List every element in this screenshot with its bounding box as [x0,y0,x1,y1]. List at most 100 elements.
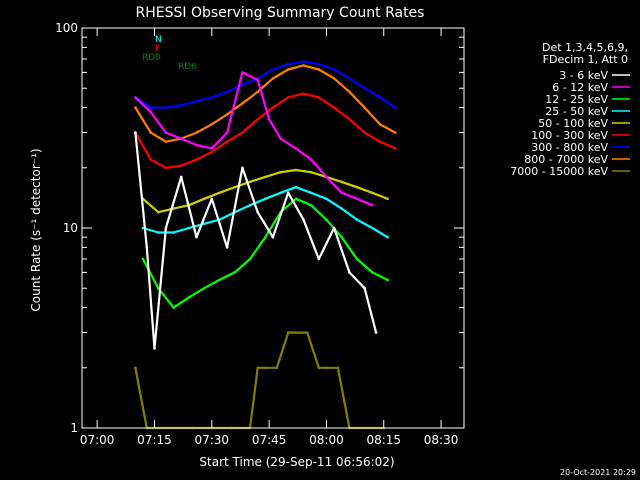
data-point-100-300-kev-kev [286,96,290,99]
data-point-100-300-kev-kev [225,140,229,143]
data-point-300-800-kev-kev [210,96,214,99]
legend-header-line-1: Det 1,3,4,5,6,9, [542,41,628,54]
x-tick-label: 08:00 [309,433,344,447]
data-point-7000-15000-kev-kev [294,331,298,334]
series-line-800-7000-kev-kev [134,64,396,143]
data-point-50-100-kev-kev [202,197,206,201]
legend-label-12-25-kev-kev: 12 - 25 keV [545,93,608,106]
data-point-25-50-kev-kev [386,235,389,239]
data-point-12-25-kev-kev [264,235,267,239]
data-point-100-300-kev-kev [195,158,198,161]
data-point-6-12-kev-kev [279,137,282,140]
data-point-300-800-kev-kev [378,96,382,99]
data-point-12-25-kev-kev [172,306,175,309]
data-point-6-12-kev-kev [294,147,298,150]
data-point-100-300-kev-kev [241,131,244,134]
data-point-100-300-kev-kev [332,106,336,109]
legend: Det 1,3,4,5,6,9, FDecim 1, Att 0 3 - 6 k… [510,41,630,178]
data-point-6-12-kev-kev [355,197,359,201]
data-point-100-300-kev-kev [363,131,366,134]
data-point-3-6-kev-kev [256,210,260,214]
data-point-3-6-kev-kev [241,166,244,170]
data-point-100-300-kev-kev [271,106,275,109]
y-tick-label: 100 [55,21,78,35]
data-point-300-800-kev-kev [393,106,397,109]
data-point-300-800-kev-kev [225,90,229,94]
data-point-7000-15000-kev-kev [306,331,309,334]
data-point-12-25-kev-kev [187,296,191,299]
data-point-3-6-kev-kev [332,226,336,230]
data-point-800-7000-kev-kev [195,131,198,134]
data-point-50-100-kev-kev [340,180,344,184]
data-point-7000-15000-kev-kev [264,366,267,370]
data-point-50-100-kev-kev [294,168,298,172]
data-point-25-50-kev-kev [202,222,206,226]
data-point-800-7000-kev-kev [393,131,397,134]
generation-timestamp: 20-Oct-2021 20:29 [560,468,636,477]
data-point-25-50-kev-kev [340,207,344,210]
data-point-300-800-kev-kev [348,77,351,80]
data-point-800-7000-kev-kev [241,102,244,105]
data-point-3-6-kev-kev [363,286,366,290]
x-tick-label: 08:30 [424,433,459,447]
data-point-6-12-kev-kev [340,191,344,195]
data-point-3-6-kev-kev [145,246,149,249]
legend-header-line-2: FDecim 1, Att 0 [543,53,628,66]
data-point-50-100-kev-kev [264,175,267,179]
data-point-6-12-kev-kev [309,158,313,161]
data-point-800-7000-kev-kev [149,131,152,134]
data-point-25-50-kev-kev [325,197,328,201]
data-point-300-800-kev-kev [149,106,152,109]
series-line-300-800-kev-kev [134,60,396,109]
data-point-800-7000-kev-kev [378,123,382,126]
data-point-800-7000-kev-kev [363,106,366,109]
data-point-800-7000-kev-kev [134,106,137,109]
data-point-50-100-kev-kev [355,185,359,189]
data-point-7000-15000-kev-kev [256,366,260,370]
data-point-100-300-kev-kev [302,92,305,95]
data-point-12-25-kev-kev [340,235,344,239]
data-point-12-25-kev-kev [325,218,328,221]
data-point-300-800-kev-kev [164,106,168,109]
data-point-800-7000-kev-kev [348,90,351,94]
data-point-300-800-kev-kev [363,86,366,90]
data-point-50-100-kev-kev [279,170,282,174]
data-point-25-50-kev-kev [294,185,298,189]
data-point-3-6-kev-kev [179,175,183,179]
data-point-300-800-kev-kev [332,68,336,71]
data-point-100-300-kev-kev [348,117,351,121]
data-point-300-800-kev-kev [195,100,198,103]
data-point-800-7000-kev-kev [332,77,336,80]
data-point-50-100-kev-kev [309,170,313,174]
data-point-6-12-kev-kev [371,203,374,207]
chart-title: RHESSI Observing Summary Count Rates [136,5,425,21]
data-point-25-50-kev-kev [264,197,267,201]
data-point-12-25-kev-kev [355,257,359,261]
axes: 07:00 07:15 07:30 07:45 08:00 08:15 08:30 1 10 10… [55,21,465,447]
data-point-12-25-kev-kev [233,271,236,274]
data-point-100-300-kev-kev [378,140,382,143]
x-tick-label: 08:15 [366,433,401,447]
data-point-6-12-kev-kev [210,147,214,150]
data-point-50-100-kev-kev [157,210,160,214]
flag-label-rd0: RD0 [142,53,161,63]
data-point-800-7000-kev-kev [317,68,321,71]
legend-label-800-7000-kev-kev: 800 - 7000 keV [524,153,608,166]
data-point-3-6-kev-kev [210,197,214,201]
legend-label-25-50-kev-kev: 25 - 50 keV [545,105,608,118]
data-point-7000-15000-kev-kev [317,366,321,370]
data-point-100-300-kev-kev [317,96,321,99]
legend-label-50-100-kev-kev: 50 - 100 keV [538,117,608,130]
data-point-6-12-kev-kev [195,143,198,147]
data-point-12-25-kev-kev [309,203,313,207]
data-point-300-800-kev-kev [317,62,321,66]
data-point-100-300-kev-kev [210,150,214,154]
legend-label-300-800-kev-kev: 300 - 800 keV [531,141,608,154]
data-point-3-6-kev-kev [286,191,290,195]
data-point-50-100-kev-kev [233,185,236,189]
data-point-800-7000-kev-kev [302,64,305,67]
data-point-6-12-kev-kev [134,96,137,99]
legend-label-6-12-kev-kev: 6 - 12 keV [552,81,608,94]
